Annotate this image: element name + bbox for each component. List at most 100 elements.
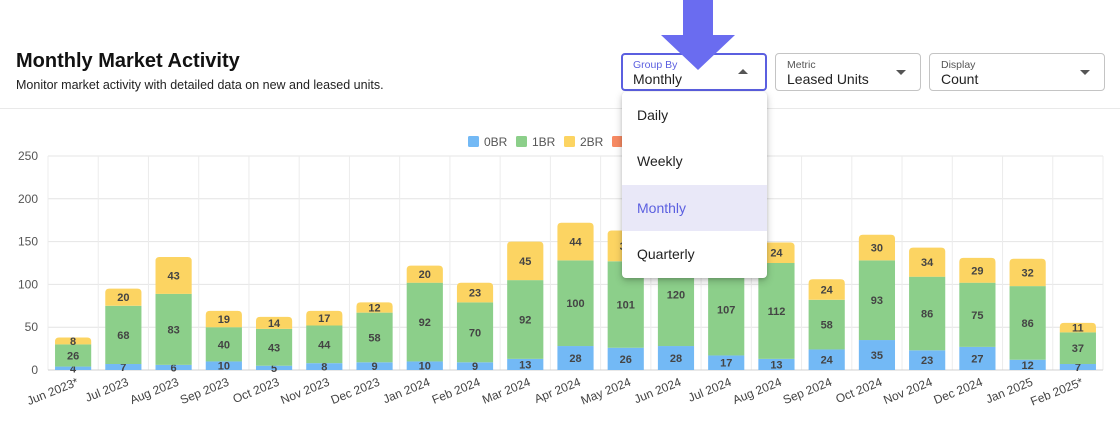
bar-segment-0br[interactable] (356, 362, 393, 370)
bar-segment-2br[interactable] (306, 310, 343, 326)
bar-segment-0br[interactable] (758, 358, 795, 370)
bar-segment-0br[interactable] (959, 346, 996, 370)
bar-segment-2br[interactable] (959, 257, 996, 283)
menu-item-monthly[interactable]: Monthly (622, 185, 767, 231)
bar-data-label: 4 (70, 363, 77, 375)
display-select[interactable]: Display Count (929, 53, 1105, 91)
bar-segment-2br[interactable] (406, 265, 443, 283)
bar-data-label: 27 (971, 353, 983, 365)
bar-data-label: 9 (472, 361, 478, 373)
bar-segment-0br[interactable] (657, 346, 695, 370)
legend-item-2br[interactable]: 2BR (564, 135, 604, 149)
bar-data-label: 20 (419, 269, 431, 281)
bar-data-label: 92 (519, 314, 531, 326)
bar-segment-2br[interactable] (1009, 258, 1046, 287)
bar-data-label: 5 (271, 363, 277, 375)
bar-segment-0br[interactable] (557, 346, 594, 370)
bar-segment-0br[interactable] (808, 349, 845, 370)
bar-segment-1br[interactable] (155, 293, 192, 365)
x-tick-label: Jan 2024 (381, 375, 432, 407)
bar-segment-1br[interactable] (406, 282, 443, 362)
bar-data-label: 58 (821, 320, 833, 332)
y-tick-label: 200 (18, 192, 38, 206)
bar-segment-1br[interactable] (105, 305, 142, 365)
bar-segment-2br[interactable] (507, 241, 544, 281)
x-tick-label: Nov 2023 (279, 375, 332, 407)
bar-segment-2br[interactable] (909, 247, 946, 277)
bar-data-label: 23 (921, 355, 933, 367)
bar-segment-1br[interactable] (205, 327, 242, 362)
menu-item-daily[interactable]: Daily (637, 107, 669, 123)
bar-segment-2br[interactable] (205, 310, 242, 328)
bar-segment-1br[interactable] (306, 325, 343, 364)
bar-segment-1br[interactable] (356, 312, 393, 363)
bar-segment-2br[interactable] (105, 288, 142, 306)
bar-segment-0br[interactable] (858, 340, 896, 370)
legend-swatch (564, 136, 575, 147)
bar-segment-2br[interactable] (255, 316, 293, 329)
bar-data-label: 35 (871, 350, 883, 362)
bar-segment-1br[interactable] (255, 328, 293, 366)
bar-segment-2br[interactable] (155, 257, 192, 294)
metric-select[interactable]: Metric Leased Units (775, 53, 921, 91)
y-tick-label: 250 (18, 149, 38, 163)
bar-segment-1br[interactable] (507, 280, 544, 359)
bar-segment-0br[interactable] (708, 355, 745, 370)
bar-segment-0br[interactable] (55, 366, 92, 370)
bar-segment-1br[interactable] (1059, 332, 1096, 365)
legend-item-0br[interactable]: 0BR (468, 135, 508, 149)
bar-segment-1br[interactable] (758, 263, 795, 359)
y-tick-label: 100 (18, 277, 38, 291)
bar-segment-0br[interactable] (1059, 364, 1096, 370)
legend-swatch (516, 136, 527, 147)
legend-label: 2BR (580, 135, 604, 149)
bar-data-label: 10 (419, 361, 431, 373)
bar-segment-0br[interactable] (406, 361, 443, 370)
bar-segment-0br[interactable] (607, 347, 644, 370)
bar-segment-0br[interactable] (255, 365, 293, 370)
legend-label: 0BR (484, 135, 508, 149)
bar-data-label: 17 (318, 313, 330, 325)
bar-segment-0br[interactable] (507, 358, 544, 370)
bar-segment-2br[interactable] (557, 222, 594, 261)
bar-segment-0br[interactable] (155, 364, 192, 370)
bar-segment-1br[interactable] (909, 276, 946, 351)
bar-segment-1br[interactable] (557, 260, 594, 347)
bar-segment-2br[interactable] (356, 302, 393, 313)
menu-item-weekly[interactable]: Weekly (637, 153, 683, 169)
legend-item-1br[interactable]: 1BR (516, 135, 556, 149)
bar-segment-0br[interactable] (306, 363, 343, 370)
bar-segment-2br[interactable] (758, 242, 795, 263)
bar-segment-0br[interactable] (456, 362, 494, 370)
bar-data-label: 19 (218, 314, 230, 326)
bar-segment-0br[interactable] (1009, 359, 1046, 370)
bar-segment-2br[interactable] (808, 279, 845, 300)
legend-label: 1BR (532, 135, 556, 149)
bar-data-label: 43 (268, 342, 280, 354)
bar-segment-2br[interactable] (456, 282, 494, 303)
x-tick-label: May 2024 (579, 375, 633, 408)
bar-segment-0br[interactable] (205, 361, 242, 370)
bar-data-label: 24 (821, 355, 834, 367)
bar-segment-1br[interactable] (55, 344, 92, 367)
bar-segment-2br[interactable] (858, 234, 896, 261)
bar-segment-0br[interactable] (909, 350, 946, 370)
bar-segment-1br[interactable] (456, 302, 494, 363)
group-by-menu: Daily Weekly Monthly Quarterly (622, 92, 767, 278)
group-by-label: Group By (633, 59, 678, 71)
bar-segment-1br[interactable] (858, 260, 896, 341)
bar-segment-0br[interactable] (105, 364, 142, 370)
x-tick-label: Aug 2023 (128, 375, 181, 407)
bar-segment-2br[interactable] (1059, 322, 1096, 333)
bar-segment-1br[interactable] (708, 263, 745, 356)
bar-segment-1br[interactable] (808, 299, 845, 350)
chevron-up-icon (738, 69, 748, 74)
menu-item-quarterly[interactable]: Quarterly (637, 246, 695, 262)
bar-data-label: 40 (218, 339, 230, 351)
bar-segment-2br[interactable] (55, 337, 92, 345)
bar-data-label: 107 (717, 305, 735, 317)
bar-segment-1br[interactable] (959, 282, 996, 347)
bar-segment-1br[interactable] (1009, 286, 1046, 360)
y-tick-label: 0 (31, 363, 38, 377)
